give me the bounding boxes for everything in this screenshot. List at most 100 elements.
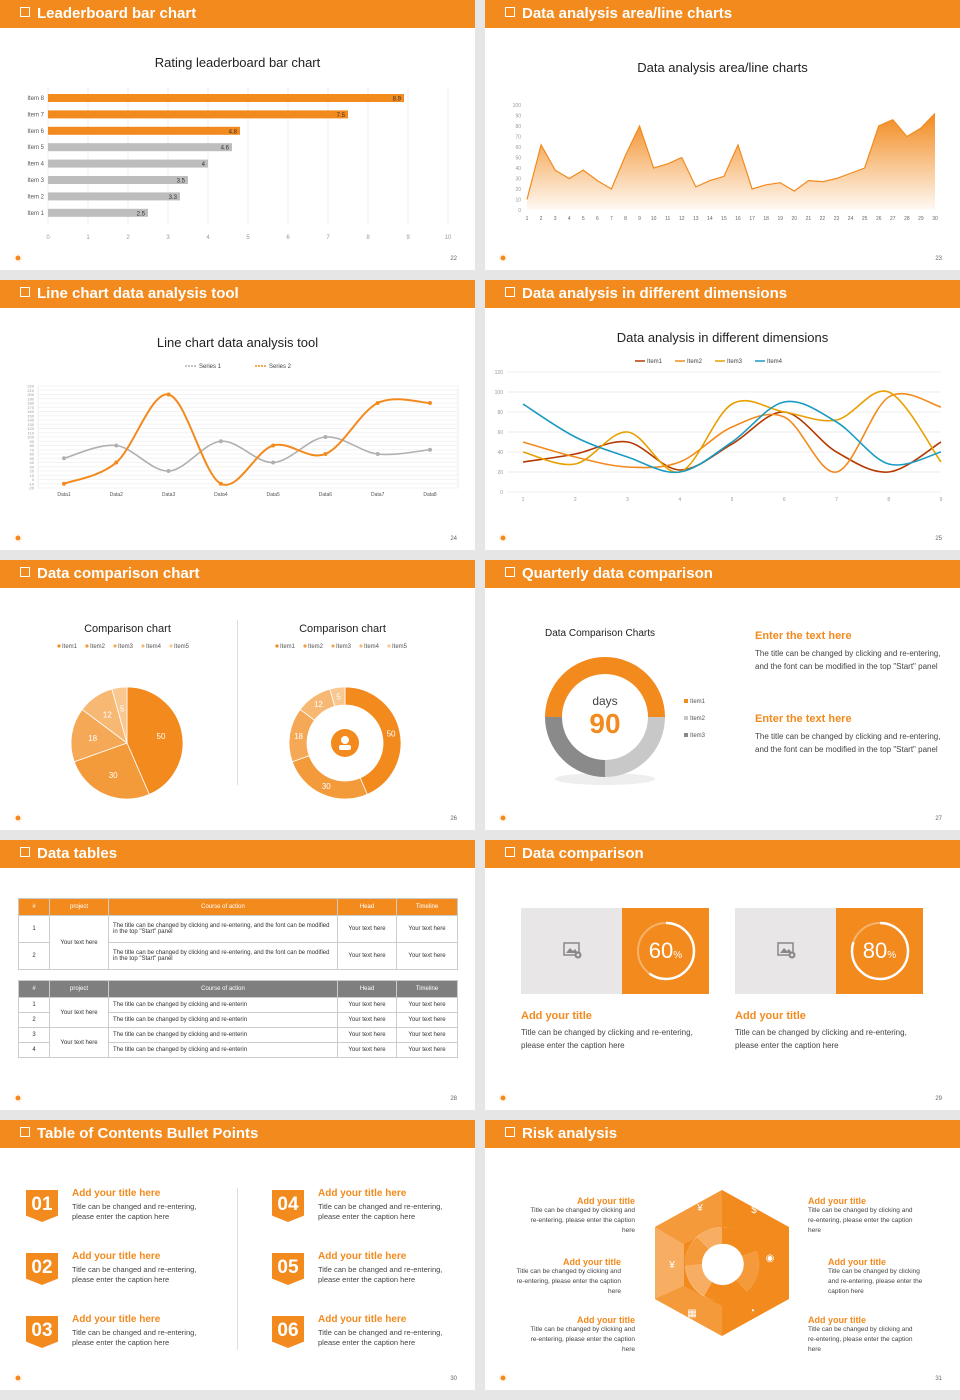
slide-header: Data analysis area/line charts	[485, 0, 960, 28]
logo-icon	[14, 814, 22, 822]
x-tick-label: 9	[638, 216, 641, 222]
item-body: Title can be changed and re-entering, pl…	[318, 1265, 443, 1284]
y-tick-label: 60	[30, 452, 35, 457]
y-tick-label: 80	[497, 410, 503, 416]
item-heading: Add your title here	[72, 1251, 161, 1262]
page-number: 30	[450, 1376, 457, 1382]
y-tick-label: 90	[515, 114, 521, 120]
logo-icon	[14, 534, 22, 542]
y-tick-label: 0	[32, 477, 35, 482]
slide-title: Data tables	[37, 845, 118, 862]
checkbox-icon	[505, 847, 515, 857]
x-tick-label: 16	[735, 216, 741, 222]
col-header: Timeline	[396, 980, 458, 998]
area-line	[526, 112, 936, 200]
legend-label: Item4	[146, 644, 162, 650]
y-tick-label: 10	[30, 473, 35, 478]
y-tick-label: 100	[495, 390, 504, 396]
bar	[48, 126, 240, 135]
checkbox-icon	[20, 567, 30, 577]
risk-heading: Add your title	[808, 1196, 866, 1206]
slide-header: Data comparison chart	[0, 560, 475, 588]
slide-header: Leaderboard bar chart	[0, 0, 475, 28]
block-heading: Enter the text here	[755, 713, 852, 725]
x-tick-label: 3	[626, 497, 629, 502]
y-tick-label: 200	[27, 392, 34, 397]
legend-label: Series 1	[199, 364, 222, 370]
y-tick-label: 160	[27, 409, 34, 414]
item-heading: Add your title here	[72, 1188, 161, 1199]
x-tick-label: 17	[749, 216, 755, 222]
series-line	[522, 400, 942, 474]
legend-label: Item2	[90, 644, 106, 650]
risk-item: Add your title Title can be changed by cl…	[525, 1196, 635, 1236]
donut-slice	[545, 717, 605, 777]
page-number: 31	[935, 1376, 942, 1382]
risk-item: Add your title Title can be changed by cl…	[808, 1315, 918, 1355]
table-row: 2 The title can be changed by clicking a…	[18, 1012, 458, 1028]
data-point	[218, 439, 223, 444]
x-tick-label: 8	[624, 216, 627, 222]
data-point	[375, 452, 380, 456]
bar	[48, 94, 404, 102]
slide-title: Quarterly data comparison	[522, 565, 713, 582]
category-label: Item 5	[27, 145, 44, 151]
logo-icon	[499, 1094, 507, 1102]
y-tick-label: 20	[30, 469, 35, 474]
risk-body: Title can be changed by clicking and re-…	[530, 1326, 635, 1353]
data-label: 4	[202, 162, 206, 168]
checkbox-icon	[505, 7, 515, 17]
y-tick-label: 80	[515, 124, 521, 130]
y-tick-label: 50	[515, 156, 521, 162]
pie-slice	[70, 708, 128, 763]
x-tick-label: Data3	[162, 492, 176, 498]
cell-action: The title can be changed by clicking and…	[108, 915, 338, 943]
cell-head: Your text here	[337, 915, 397, 943]
page-number: 22	[450, 256, 457, 262]
slide-title: Risk analysis	[522, 1125, 618, 1142]
card-body: Title can be changed by clicking and re-…	[521, 1028, 693, 1050]
x-tick-label: 21	[806, 216, 812, 222]
bar	[48, 208, 148, 217]
chart-title: Data analysis area/line charts	[637, 60, 808, 75]
y-tick-label: 140	[27, 418, 34, 423]
card-heading: Add your title	[735, 1010, 806, 1022]
category-label: Item 3	[27, 178, 44, 184]
page-number: 26	[450, 816, 457, 822]
legend-dot	[57, 644, 61, 648]
y-tick-label: 170	[27, 405, 34, 410]
item-heading: Add your title here	[318, 1188, 407, 1199]
y-tick-label: 100	[513, 103, 522, 109]
data-point	[323, 452, 328, 456]
slide-header: Line chart data analysis tool	[0, 280, 475, 308]
cell-time: Your text here	[396, 915, 458, 943]
x-tick-label: 5	[582, 216, 585, 222]
percent-panel: 80%	[836, 908, 923, 994]
cell-project: Your text here	[49, 915, 109, 970]
cell-action: The title can be changed by clicking and…	[108, 942, 338, 970]
slide-data-tables: Data tables # project Course of action H…	[0, 840, 475, 1110]
data-point	[62, 481, 66, 486]
number-badge: 03	[26, 1316, 58, 1348]
risk-body: Title can be changed by clicking and re-…	[530, 1207, 635, 1234]
x-tick-label: 23	[834, 216, 840, 222]
toc-item: 06 Add your title here Title can be change…	[272, 1314, 467, 1366]
legend-label: Item3	[690, 733, 706, 739]
comparison-card-1: 60%	[521, 908, 709, 994]
legend-swatch	[684, 716, 688, 720]
slice-label: 18	[294, 732, 303, 741]
slide-toc: Table of Contents Bullet Points 01 Add yo…	[0, 1120, 475, 1390]
image-placeholder	[735, 908, 836, 994]
data-label: 3.3	[169, 195, 178, 201]
cell-num: 4	[18, 1042, 50, 1058]
y-tick-label: 210	[27, 388, 34, 393]
cell-project: Your text here	[49, 997, 109, 1028]
divider	[237, 1188, 238, 1350]
line-chart: Series 1 Series 2 -20-10010203040506070809…	[27, 364, 459, 498]
cell-head: Your text here	[337, 1012, 397, 1028]
data-point	[428, 401, 432, 405]
col-header: #	[18, 980, 50, 998]
slide-title: Leaderboard bar chart	[37, 5, 197, 22]
page-number: 25	[935, 536, 942, 542]
